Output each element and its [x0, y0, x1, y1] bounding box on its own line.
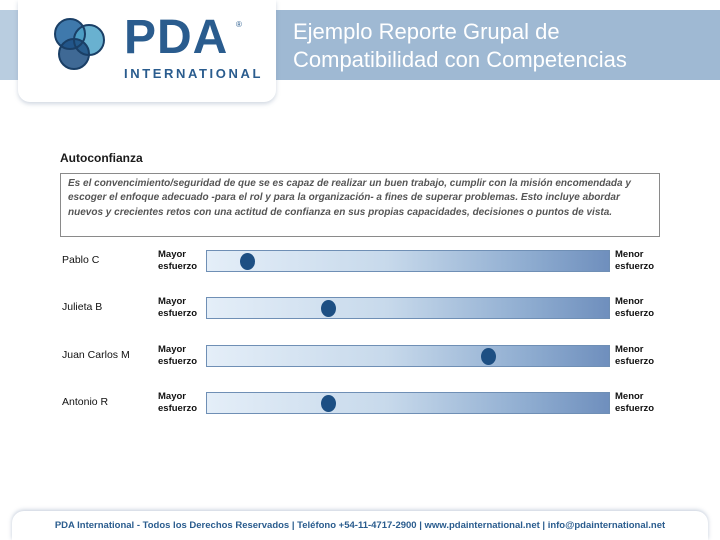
- scale-left-label-line-1: Mayor: [158, 296, 186, 307]
- scale-right-label: Menor esfuerzo: [615, 344, 654, 368]
- scale-left-label-line-2: esfuerzo: [158, 356, 198, 367]
- person-row: Julieta B Mayor esfuerzo Menor esfuerzo: [0, 292, 720, 332]
- scale-left-label-line-2: esfuerzo: [158, 261, 198, 272]
- person-marker: [240, 253, 256, 270]
- effort-bar: [206, 297, 610, 319]
- logo-subtitle: INTERNATIONAL: [124, 66, 263, 81]
- scale-left-label-line-1: Mayor: [158, 391, 186, 402]
- person-marker: [481, 348, 497, 365]
- scale-right-label-line-2: esfuerzo: [615, 356, 655, 367]
- person-row: Pablo C Mayor esfuerzo Menor esfuerzo: [0, 245, 720, 285]
- logo-card: PDA ® INTERNATIONAL: [18, 0, 276, 102]
- person-name: Juan Carlos M: [62, 349, 130, 361]
- page-title: Ejemplo Reporte Grupal de Compatibilidad…: [293, 18, 713, 74]
- person-name: Pablo C: [62, 254, 100, 266]
- competency-title: Autoconfianza: [60, 151, 143, 165]
- effort-bar: [206, 250, 610, 272]
- person-marker: [320, 395, 336, 412]
- scale-left-label: Mayor esfuerzo: [158, 249, 197, 273]
- logo-wordmark: PDA: [124, 11, 229, 64]
- scale-right-label-line-1: Menor: [615, 344, 644, 355]
- scale-right-label: Menor esfuerzo: [615, 249, 654, 273]
- scale-right-label: Menor esfuerzo: [615, 391, 654, 415]
- scale-right-label-line-1: Menor: [615, 296, 644, 307]
- logo-registered-mark: ®: [236, 20, 242, 29]
- scale-left-label-line-2: esfuerzo: [158, 308, 198, 319]
- competency-description: Es el convencimiento/seguridad de que se…: [60, 173, 660, 237]
- footer: PDA International - Todos los Derechos R…: [12, 511, 708, 540]
- effort-bar: [206, 345, 610, 367]
- scale-right-label-line-1: Menor: [615, 391, 644, 402]
- scale-right-label-line-2: esfuerzo: [615, 261, 655, 272]
- scale-right-label: Menor esfuerzo: [615, 296, 654, 320]
- footer-text: PDA International - Todos los Derechos R…: [54, 520, 666, 531]
- page-title-line-2: Compatibilidad con Competencias: [293, 47, 627, 72]
- effort-bar: [206, 392, 610, 414]
- person-name: Julieta B: [62, 301, 103, 313]
- scale-left-label-line-1: Mayor: [158, 249, 186, 260]
- scale-right-label-line-1: Menor: [615, 249, 644, 260]
- page-title-line-1: Ejemplo Reporte Grupal de: [293, 19, 560, 44]
- scale-left-label: Mayor esfuerzo: [158, 296, 197, 320]
- header-left-strip: [0, 10, 18, 80]
- scale-right-label-line-2: esfuerzo: [615, 308, 655, 319]
- person-marker: [320, 300, 336, 317]
- scale-left-label-line-2: esfuerzo: [158, 403, 198, 414]
- scale-right-label-line-2: esfuerzo: [615, 403, 655, 414]
- scale-left-label: Mayor esfuerzo: [158, 344, 197, 368]
- scale-left-label-line-1: Mayor: [158, 344, 186, 355]
- person-row: Juan Carlos M Mayor esfuerzo Menor esfuerzo: [0, 340, 720, 380]
- person-name: Antonio R: [62, 396, 109, 408]
- scale-left-label: Mayor esfuerzo: [158, 391, 197, 415]
- person-row: Antonio R Mayor esfuerzo Menor esfuerzo: [0, 387, 720, 427]
- pda-logo-icon: [54, 18, 105, 70]
